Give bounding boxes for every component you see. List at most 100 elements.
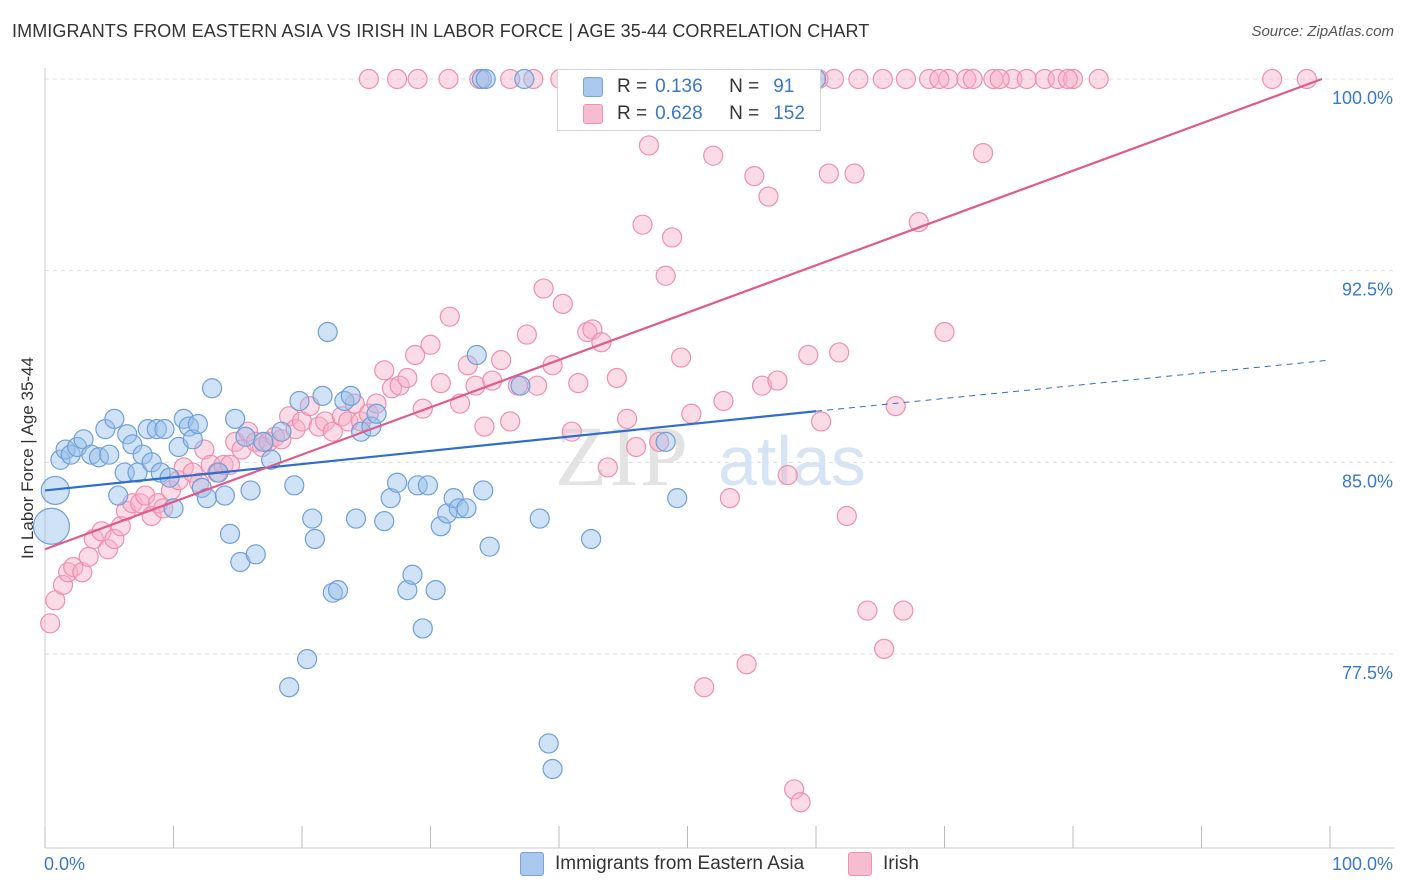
data-point bbox=[146, 419, 167, 440]
data-point bbox=[542, 758, 563, 780]
data-point bbox=[374, 511, 395, 532]
data-point bbox=[510, 375, 531, 396]
data-point bbox=[271, 421, 292, 442]
data-point bbox=[790, 792, 811, 813]
data-point bbox=[874, 638, 895, 659]
series-irish-points bbox=[40, 68, 1317, 813]
data-point bbox=[284, 475, 305, 496]
data-point bbox=[366, 403, 387, 424]
data-point bbox=[72, 562, 93, 583]
data-point bbox=[240, 480, 261, 501]
data-point bbox=[104, 408, 125, 429]
data-point bbox=[811, 411, 832, 432]
data-point bbox=[397, 367, 418, 389]
data-point bbox=[104, 528, 125, 550]
data-point bbox=[638, 135, 660, 156]
data-point bbox=[798, 344, 819, 366]
data-point bbox=[736, 654, 757, 675]
data-point bbox=[552, 293, 573, 314]
data-point bbox=[50, 449, 71, 470]
data-point bbox=[412, 398, 433, 419]
data-point bbox=[848, 68, 869, 90]
data-point bbox=[606, 367, 627, 389]
data-point bbox=[99, 444, 120, 465]
data-point bbox=[962, 68, 983, 90]
data-point bbox=[219, 454, 241, 475]
data-point bbox=[40, 613, 61, 634]
data-point bbox=[1016, 68, 1037, 90]
data-point bbox=[681, 403, 702, 424]
data-point bbox=[844, 163, 865, 184]
legend-label: Irish bbox=[883, 853, 919, 874]
data-point bbox=[929, 68, 950, 90]
data-point bbox=[713, 390, 734, 412]
data-point bbox=[836, 505, 857, 527]
y-tick-label: 85.0% bbox=[1342, 471, 1393, 491]
x-tick-label: 0.0% bbox=[44, 854, 85, 874]
source-note: Source: ZipAtlas.com bbox=[1251, 23, 1394, 40]
data-point bbox=[829, 342, 850, 363]
data-point bbox=[386, 68, 408, 90]
data-point bbox=[201, 378, 223, 399]
data-point bbox=[581, 528, 602, 550]
data-point bbox=[110, 516, 131, 537]
data-point bbox=[358, 403, 379, 424]
data-point bbox=[439, 306, 460, 327]
data-point bbox=[214, 485, 235, 506]
data-point bbox=[108, 485, 129, 506]
data-point bbox=[479, 536, 500, 557]
data-point bbox=[374, 360, 395, 381]
chart-title: IMMIGRANTS FROM EASTERN ASIA VS IRISH IN… bbox=[12, 21, 870, 41]
data-point bbox=[597, 457, 618, 478]
data-point bbox=[466, 344, 487, 366]
data-point bbox=[78, 546, 99, 567]
legend-item-eastern-asia[interactable]: Immigrants from Eastern Asia bbox=[520, 852, 804, 876]
data-point bbox=[744, 166, 765, 187]
data-point bbox=[719, 488, 741, 509]
y-tick-label: 77.5% bbox=[1342, 663, 1393, 683]
data-point bbox=[322, 582, 343, 603]
legend-item-irish[interactable]: Irish bbox=[848, 852, 919, 876]
data-point bbox=[345, 508, 367, 529]
data-point bbox=[83, 528, 104, 550]
axes bbox=[44, 68, 1395, 849]
trend-line-irish bbox=[44, 77, 1323, 551]
data-point bbox=[751, 375, 773, 396]
legend-n-value: 152 bbox=[773, 103, 805, 124]
data-point bbox=[767, 370, 788, 391]
data-point bbox=[823, 68, 845, 90]
data-point bbox=[625, 436, 647, 458]
data-point bbox=[366, 393, 387, 414]
data-point bbox=[358, 68, 379, 90]
data-point bbox=[279, 677, 300, 698]
data-point bbox=[404, 344, 426, 366]
legend-r-label: R = bbox=[617, 103, 648, 124]
data-point bbox=[135, 485, 156, 506]
data-point bbox=[661, 227, 683, 248]
legend-label: Immigrants from Eastern Asia bbox=[555, 853, 805, 874]
data-point bbox=[412, 618, 433, 639]
data-point bbox=[312, 385, 333, 406]
data-point bbox=[448, 498, 469, 519]
data-point bbox=[473, 480, 494, 501]
data-point bbox=[514, 68, 535, 90]
data-point bbox=[667, 488, 688, 509]
trend-lines bbox=[44, 77, 1331, 551]
trend-line-eastern-asia-extrapolated bbox=[815, 359, 1331, 412]
data-point bbox=[438, 68, 459, 90]
data-point bbox=[758, 186, 779, 207]
data-point bbox=[154, 419, 175, 440]
data-point bbox=[420, 334, 441, 355]
data-point bbox=[219, 523, 241, 544]
legend-swatch-pink bbox=[583, 104, 603, 124]
y-tick-label: 92.5% bbox=[1342, 280, 1393, 300]
data-point bbox=[430, 373, 451, 394]
data-point bbox=[322, 421, 343, 442]
data-point bbox=[885, 396, 906, 417]
data-point bbox=[655, 431, 676, 452]
data-point bbox=[225, 408, 246, 429]
data-point bbox=[117, 424, 138, 445]
legend-r-value: 0.628 bbox=[655, 103, 703, 124]
legend-swatch-blue bbox=[520, 852, 544, 876]
data-point bbox=[895, 68, 917, 90]
